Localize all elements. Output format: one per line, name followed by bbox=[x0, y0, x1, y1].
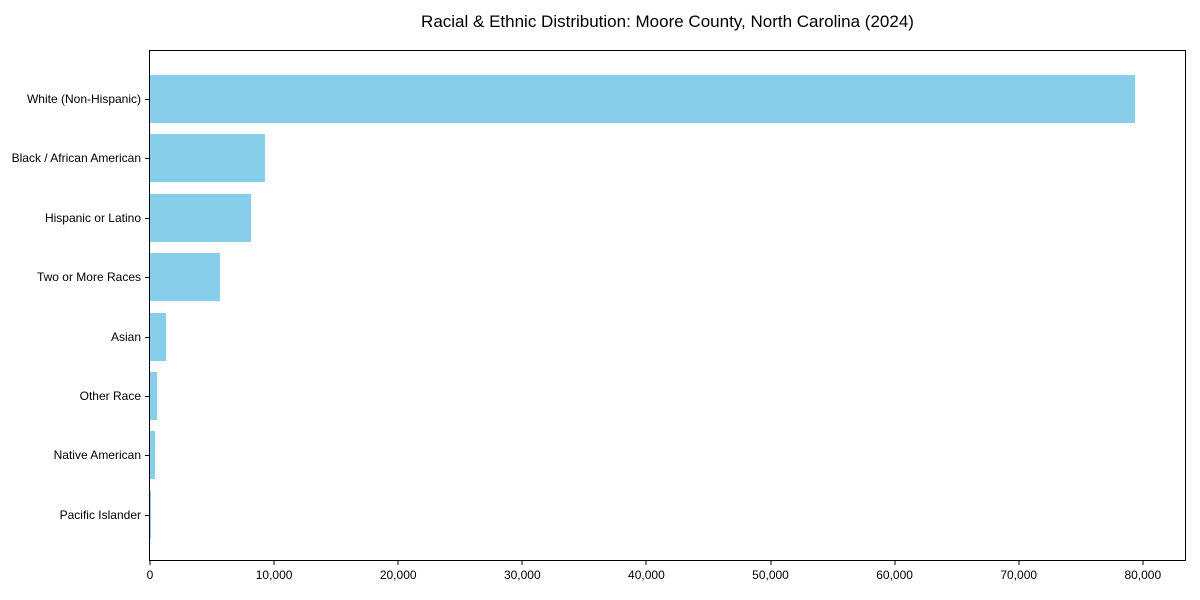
chart-title: Racial & Ethnic Distribution: Moore Coun… bbox=[421, 12, 914, 31]
x-axis-tick-label: 50,000 bbox=[752, 568, 789, 582]
x-axis-tick bbox=[149, 560, 151, 565]
y-axis-tick bbox=[145, 336, 150, 338]
y-axis-label: Asian bbox=[110, 329, 141, 344]
x-axis-tick-label: 20,000 bbox=[379, 568, 417, 582]
bar-other-race bbox=[150, 372, 157, 420]
y-axis-tick bbox=[145, 396, 150, 397]
y-axis-label: Black / African American bbox=[11, 151, 141, 166]
x-axis-tick bbox=[894, 560, 896, 565]
y-axis-tick bbox=[145, 277, 150, 279]
x-axis-tick-label: 80,000 bbox=[1124, 568, 1162, 582]
y-axis-tick bbox=[145, 455, 150, 457]
y-axis-tick bbox=[145, 514, 150, 516]
y-axis-label: Native American bbox=[53, 448, 141, 463]
bar-black-african-american bbox=[150, 134, 266, 183]
x-axis-tick-label: 30,000 bbox=[503, 568, 541, 582]
bar-two-or-more-races bbox=[150, 253, 220, 302]
x-axis-tick-label: 0 bbox=[146, 568, 154, 582]
y-axis-label: Pacific Islander bbox=[59, 507, 141, 522]
y-axis-label: White (Non-Hispanic) bbox=[26, 92, 141, 106]
x-axis-tick bbox=[645, 560, 647, 565]
x-axis-tick bbox=[1142, 560, 1144, 565]
x-axis-tick-label: 40,000 bbox=[628, 568, 665, 582]
x-axis-tick bbox=[521, 560, 523, 565]
x-axis-tick bbox=[1018, 560, 1020, 565]
y-axis-tick bbox=[145, 217, 150, 219]
bar-hispanic-or-latino bbox=[150, 193, 252, 242]
bar-native-american bbox=[150, 431, 155, 480]
x-axis-tick-label: 10,000 bbox=[255, 568, 293, 582]
y-axis-label: Other Race bbox=[79, 389, 141, 403]
x-axis-tick bbox=[273, 560, 275, 565]
x-axis-tick-label: 60,000 bbox=[876, 568, 913, 582]
plot-area: White (Non-Hispanic) Black / African Amer… bbox=[12, 50, 1186, 582]
x-axis-tick bbox=[397, 560, 399, 565]
bar-white-non-hispanic bbox=[150, 75, 1136, 123]
y-axis-tick bbox=[145, 99, 150, 100]
bar-pacific-islander bbox=[150, 490, 151, 539]
bar-asian bbox=[150, 312, 166, 361]
y-axis-tick bbox=[145, 158, 150, 160]
y-axis-label: Hispanic or Latino bbox=[44, 210, 141, 225]
x-axis-tick bbox=[770, 560, 771, 565]
y-axis-label: Two or More Races bbox=[36, 270, 141, 285]
x-axis-tick-label: 70,000 bbox=[1000, 568, 1038, 582]
